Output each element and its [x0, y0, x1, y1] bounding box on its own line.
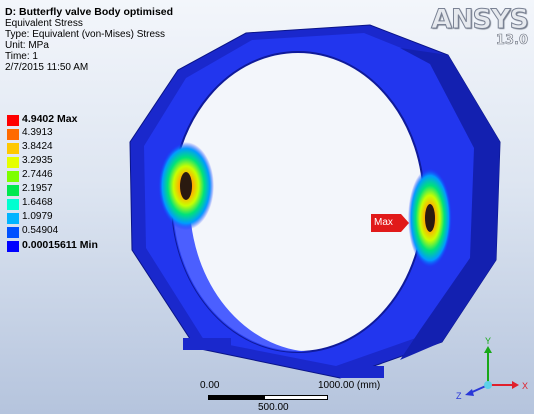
scale-segment-light	[264, 395, 328, 400]
legend-swatch	[7, 199, 19, 210]
logo-brand: ANSYS	[431, 4, 530, 35]
legend-swatch	[7, 213, 19, 224]
legend-value: 1.0979	[22, 211, 53, 222]
legend-swatch	[7, 185, 19, 196]
max-probe-label[interactable]: Max	[371, 214, 409, 232]
legend-value: 3.2935	[22, 155, 53, 166]
result-title: D: Butterfly valve Body optimised	[5, 6, 174, 18]
scale-start-label: 0.00	[200, 380, 220, 391]
scale-mid-label: 500.00	[258, 402, 289, 413]
legend-swatch	[7, 157, 19, 168]
max-probe-arrow	[401, 214, 409, 232]
triad-y-label: Y	[485, 337, 491, 346]
result-unit: Unit: MPa	[5, 40, 49, 51]
legend-value: 2.1957	[22, 183, 53, 194]
result-time: Time: 1	[5, 51, 38, 62]
legend-value: 0.54904	[22, 225, 59, 236]
triad-x-label: X	[522, 381, 528, 391]
legend-swatch	[7, 227, 19, 238]
triad-z-label: Z	[456, 391, 462, 401]
legend-swatch	[7, 241, 19, 252]
legend-value: 4.9402 Max	[22, 113, 78, 125]
axis-triad[interactable]: Y X Z	[456, 337, 530, 403]
logo-version: 13.0	[495, 33, 529, 48]
result-details: D: Butterfly valve Body optimised Equiva…	[5, 6, 174, 74]
legend-value: 4.3913	[22, 127, 53, 138]
legend-value: 1.6468	[22, 197, 53, 208]
legend-swatch	[7, 129, 19, 140]
result-type: Type: Equivalent (von-Mises) Stress	[5, 29, 166, 40]
ansys-logo: ANSYS 13.0	[431, 4, 530, 48]
max-probe-box	[371, 214, 401, 232]
scale-end-label: 1000.00 (mm)	[318, 380, 381, 391]
legend-value: 3.8424	[22, 141, 53, 152]
legend-value: 0.00015611 Min	[22, 239, 98, 251]
result-name: Equivalent Stress	[5, 18, 83, 29]
scale-segment-dark	[208, 395, 264, 400]
legend-value: 2.7446	[22, 169, 53, 180]
scale-bar: 0.00 1000.00 (mm) 500.00	[200, 380, 380, 414]
legend-swatch	[7, 143, 19, 154]
result-date: 2/7/2015 11:50 AM	[5, 62, 89, 73]
legend-swatch	[7, 171, 19, 182]
legend-swatch	[7, 115, 19, 126]
max-probe-text: Max	[374, 217, 393, 228]
